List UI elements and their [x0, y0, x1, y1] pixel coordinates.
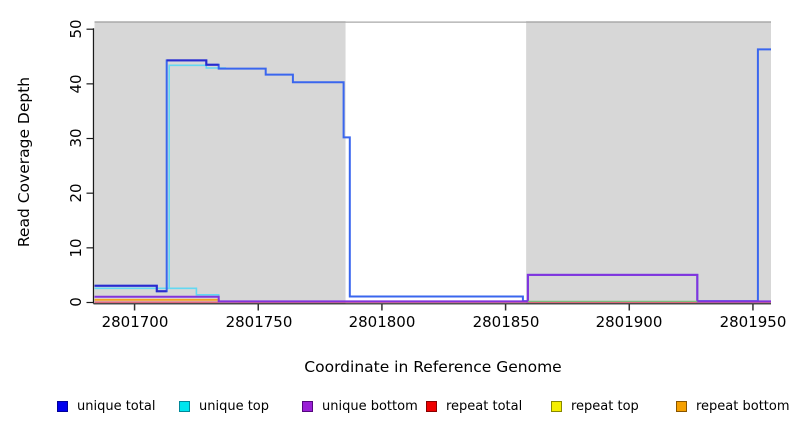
series-line-unique-total-dark-overlay — [94, 284, 167, 293]
x-tick-label: 2801900 — [595, 313, 663, 331]
x-tick-label: 2801950 — [719, 313, 787, 331]
y-tick-label: 0 — [67, 297, 85, 307]
y-tick-label: 20 — [67, 183, 85, 203]
y-tick-label: 10 — [67, 238, 85, 258]
x-axis-title: Coordinate in Reference Genome — [304, 358, 562, 376]
y-tick-label: 30 — [67, 128, 85, 148]
y-tick-label: 50 — [67, 19, 85, 39]
x-tick-label: 2801750 — [225, 313, 293, 331]
y-axis-title: Read Coverage Depth — [15, 76, 33, 248]
x-tick-label: 2801800 — [348, 313, 416, 331]
x-tick-label: 2801700 — [101, 313, 169, 331]
shaded-region — [526, 21, 771, 304]
shaded-region — [94, 21, 346, 304]
y-tick-label: 40 — [67, 74, 85, 94]
x-tick-label: 2801850 — [472, 313, 540, 331]
series-line-unique-total-dark-overlay — [166, 59, 219, 66]
series-line-unique-bottom — [94, 273, 771, 303]
